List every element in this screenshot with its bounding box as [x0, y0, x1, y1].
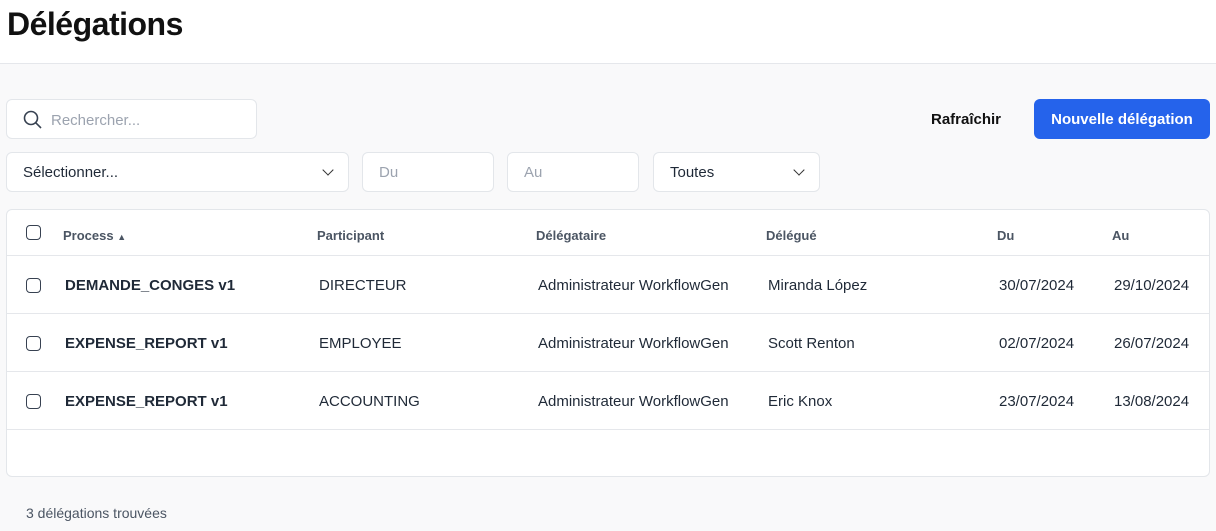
- page-header: Délégations: [0, 0, 1216, 64]
- column-header-au[interactable]: Au: [1112, 228, 1130, 243]
- delegue-cell: Miranda López: [768, 277, 868, 294]
- process-cell[interactable]: EXPENSE_REPORT v1: [65, 335, 228, 352]
- chevron-down-icon: [793, 163, 805, 176]
- row-checkbox[interactable]: [26, 394, 41, 409]
- delegataire-cell: Administrateur WorkflowGen: [538, 335, 729, 352]
- process-select[interactable]: Sélectionner...: [6, 152, 349, 192]
- participant-cell: DIRECTEUR: [319, 277, 407, 294]
- status-select-value: Toutes: [670, 163, 715, 181]
- row-checkbox[interactable]: [26, 278, 41, 293]
- du-cell: 30/07/2024: [999, 277, 1075, 294]
- au-cell: 26/07/2024: [1114, 335, 1190, 352]
- participant-cell: ACCOUNTING: [319, 393, 420, 410]
- row-checkbox[interactable]: [26, 336, 41, 351]
- column-header-participant[interactable]: Participant: [317, 228, 385, 243]
- search-input[interactable]: Rechercher...: [6, 99, 257, 139]
- chevron-down-icon: [322, 163, 334, 176]
- new-delegation-button[interactable]: Nouvelle délégation: [1034, 99, 1210, 139]
- column-header-process[interactable]: Process ▲: [63, 228, 126, 243]
- to-date-input[interactable]: Au: [507, 152, 639, 192]
- delegataire-cell: Administrateur WorkflowGen: [538, 277, 729, 294]
- delegations-table: Process ▲ Participant Délégataire Délégu…: [6, 209, 1210, 477]
- delegataire-cell: Administrateur WorkflowGen: [538, 393, 729, 410]
- from-date-placeholder: Du: [379, 163, 399, 181]
- participant-cell: EMPLOYEE: [319, 335, 402, 352]
- process-cell[interactable]: DEMANDE_CONGES v1: [65, 277, 236, 294]
- process-select-value: Sélectionner...: [23, 163, 119, 181]
- refresh-button[interactable]: Rafraîchir: [918, 99, 1014, 139]
- delegue-cell: Eric Knox: [768, 393, 833, 410]
- process-header-label: Process: [63, 228, 114, 243]
- to-date-placeholder: Au: [524, 163, 543, 181]
- table-row[interactable]: EXPENSE_REPORT v1 EMPLOYEE Administrateu…: [7, 314, 1209, 372]
- du-cell: 02/07/2024: [999, 335, 1075, 352]
- results-count: 3 délégations trouvées: [26, 505, 167, 521]
- page-title: Délégations: [7, 6, 183, 42]
- select-all-checkbox[interactable]: [26, 225, 41, 240]
- search-placeholder: Rechercher...: [51, 112, 141, 129]
- table-row[interactable]: DEMANDE_CONGES v1 DIRECTEUR Administrate…: [7, 256, 1209, 314]
- from-date-input[interactable]: Du: [362, 152, 494, 192]
- column-header-delegue[interactable]: Délégué: [766, 228, 817, 243]
- sort-ascending-icon: ▲: [117, 232, 127, 242]
- delegue-cell: Scott Renton: [768, 335, 855, 352]
- column-header-du[interactable]: Du: [997, 228, 1015, 243]
- table-row[interactable]: EXPENSE_REPORT v1 ACCOUNTING Administrat…: [7, 372, 1209, 430]
- process-cell[interactable]: EXPENSE_REPORT v1: [65, 393, 228, 410]
- status-select[interactable]: Toutes: [653, 152, 820, 192]
- table-header: Process ▲ Participant Délégataire Délégu…: [7, 210, 1209, 256]
- column-header-delegataire[interactable]: Délégataire: [536, 228, 607, 243]
- au-cell: 13/08/2024: [1114, 393, 1190, 410]
- search-icon: [23, 110, 42, 129]
- du-cell: 23/07/2024: [999, 393, 1075, 410]
- au-cell: 29/10/2024: [1114, 277, 1190, 294]
